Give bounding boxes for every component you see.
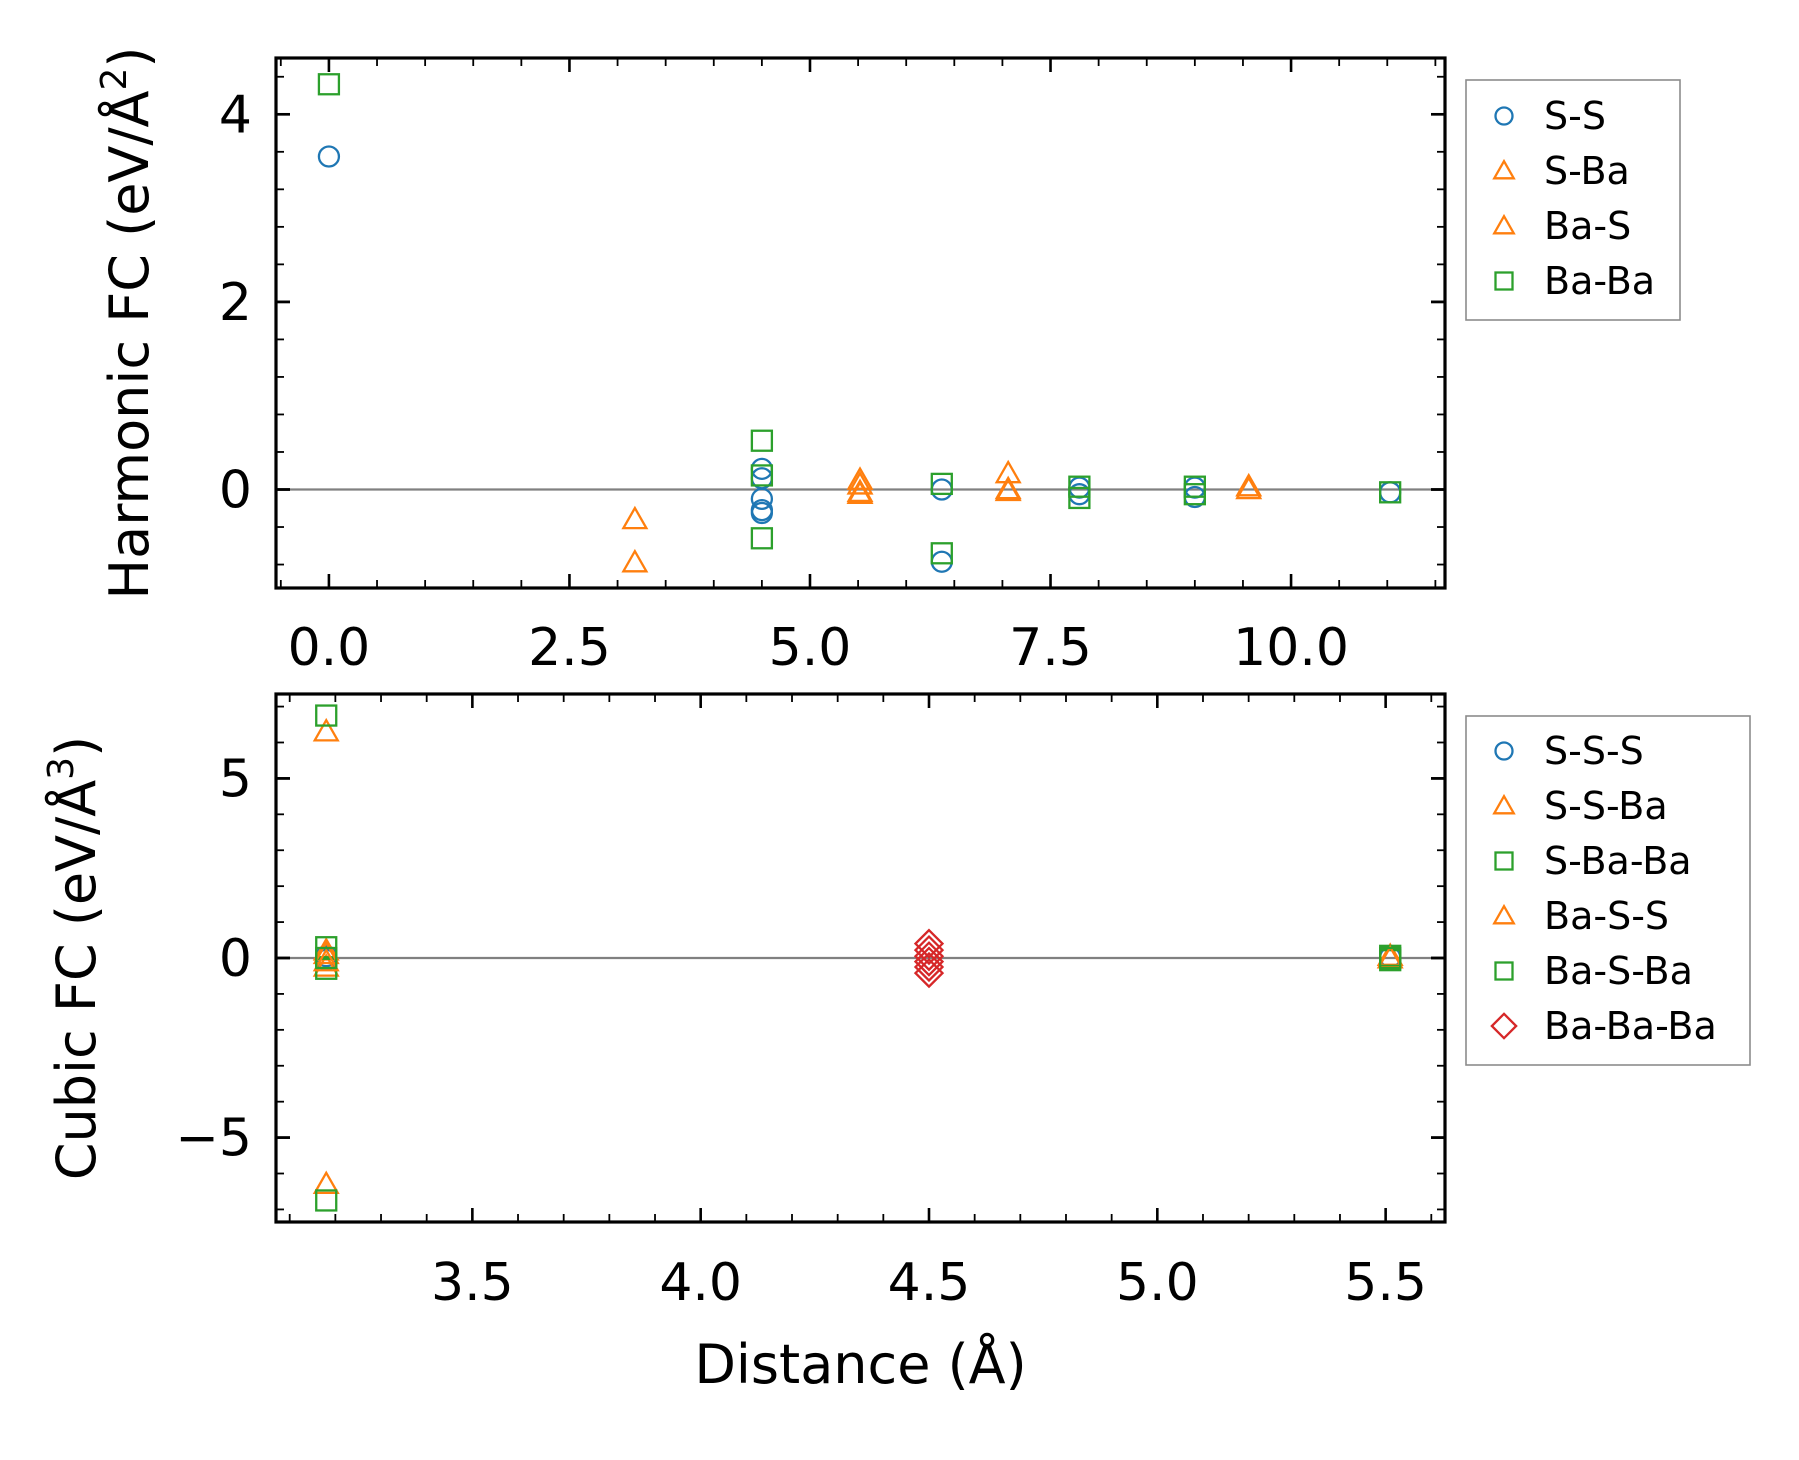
y-axis-label: Cubic FC (eV/Å3) [41, 736, 108, 1180]
axis-ticks [276, 694, 1445, 1222]
legend: S-S S-Ba Ba-S Ba-Ba [1465, 79, 1681, 321]
data-point [317, 145, 341, 168]
legend-entry: Ba-S-Ba [1544, 949, 1693, 993]
y-tick-label: 4 [219, 85, 252, 145]
data-point [930, 542, 953, 565]
y-tick-label: −5 [175, 1109, 252, 1169]
legend-entry: Ba-Ba [1544, 259, 1655, 303]
y-tick-label: 0 [219, 929, 252, 989]
series-ba-ba [317, 73, 1402, 565]
axis-ticks [276, 58, 1445, 588]
data-point [1235, 472, 1263, 497]
data-point [312, 953, 340, 977]
data-point [846, 478, 874, 503]
y-tick-label: 5 [219, 749, 252, 809]
x-tick-label: 4.0 [659, 1253, 742, 1313]
legend-entry: S-Ba [1544, 149, 1630, 193]
legend-marker [1492, 793, 1516, 815]
legend-marker [1494, 106, 1514, 126]
legend-marker [1492, 903, 1516, 925]
data-point [913, 946, 945, 977]
legend-marker [1492, 158, 1516, 180]
data-point [750, 501, 774, 525]
data-point [1068, 475, 1091, 498]
legend-entry: S-S-Ba [1544, 784, 1668, 828]
data-point [317, 73, 341, 96]
data-point [913, 934, 945, 966]
plot-frame [274, 56, 1447, 590]
data-point [621, 548, 649, 573]
series-ba-s-ba [315, 946, 1402, 970]
data-point [750, 487, 774, 511]
data-point [621, 505, 649, 530]
data-point [1068, 486, 1091, 510]
x-tick-label: 3.5 [431, 1253, 514, 1313]
legend-entry: S-Ba-Ba [1544, 839, 1692, 883]
x-tick-label: 4.5 [888, 1253, 971, 1313]
data-point [913, 957, 945, 989]
legend-entry: S-S-S [1544, 729, 1644, 773]
legend-entry: Ba-S-S [1544, 894, 1669, 938]
data-point [750, 464, 774, 487]
legend-marker [1494, 271, 1514, 291]
data-point [312, 947, 340, 972]
x-tick-label: 5.0 [769, 618, 852, 678]
data-point [1235, 475, 1263, 500]
data-point [930, 472, 953, 496]
data-point [1379, 946, 1402, 970]
data-point [930, 550, 953, 573]
y-axis-label: Harmonic FC (eV/Å2) [94, 47, 161, 600]
x-tick-label: 0.0 [288, 618, 371, 678]
data-point [750, 527, 774, 550]
data-point [846, 466, 874, 490]
legend-entry: S-S [1544, 94, 1606, 138]
data-point [315, 704, 338, 727]
legend-marker [1494, 961, 1514, 981]
plot-frame [274, 692, 1447, 1224]
data-point [913, 941, 945, 972]
data-point [315, 1189, 338, 1212]
data-point [312, 1170, 340, 1195]
data-point [315, 946, 338, 970]
series-s-s [317, 145, 1402, 573]
y-tick-label: 2 [219, 273, 252, 333]
x-tick-label: 5.0 [1116, 1253, 1199, 1313]
legend-entry: Ba-Ba-Ba [1544, 1004, 1717, 1048]
data-point [312, 717, 340, 742]
cubic-fc-plot: 3.5 4.0 4.5 5.0 5.5 −5 0 5 Cubic FC (eV/Å3) Dista… [41, 692, 1751, 1396]
data-point [312, 940, 340, 965]
legend-marker [1494, 851, 1514, 871]
series-s-s-ba [312, 717, 1404, 1195]
y-tick-label: 0 [219, 461, 252, 521]
data-point [750, 429, 774, 452]
x-axis-label: Distance (Å) [694, 1332, 1026, 1396]
data-point [913, 951, 945, 983]
x-tick-label: 10.0 [1233, 618, 1349, 678]
x-tick-label: 7.5 [1009, 618, 1092, 678]
legend-marker [1492, 213, 1516, 235]
data-point [913, 928, 945, 959]
series-ba-s [846, 470, 1263, 503]
data-point [994, 475, 1022, 500]
series-ba-ba-ba [913, 928, 945, 989]
data-point [1379, 481, 1402, 504]
legend-marker [1494, 741, 1514, 761]
series-ba-s-s [312, 940, 1404, 972]
x-tick-label: 5.5 [1344, 1253, 1427, 1313]
data-point [1379, 481, 1402, 504]
legend-marker [1490, 1012, 1518, 1040]
x-tick-label: 2.5 [528, 618, 611, 678]
harmonic-fc-plot: 0.0 2.5 5.0 7.5 10.0 0 2 4 Harmonic FC (eV/Å2) S-… [94, 47, 1681, 678]
legend: S-S-S S-S-Ba S-Ba-Ba Ba-S-S Ba-S-Ba Ba-Ba-Ba [1465, 715, 1751, 1066]
data-point [1183, 483, 1206, 506]
legend-entry: Ba-S [1544, 204, 1631, 248]
data-point [846, 470, 874, 495]
